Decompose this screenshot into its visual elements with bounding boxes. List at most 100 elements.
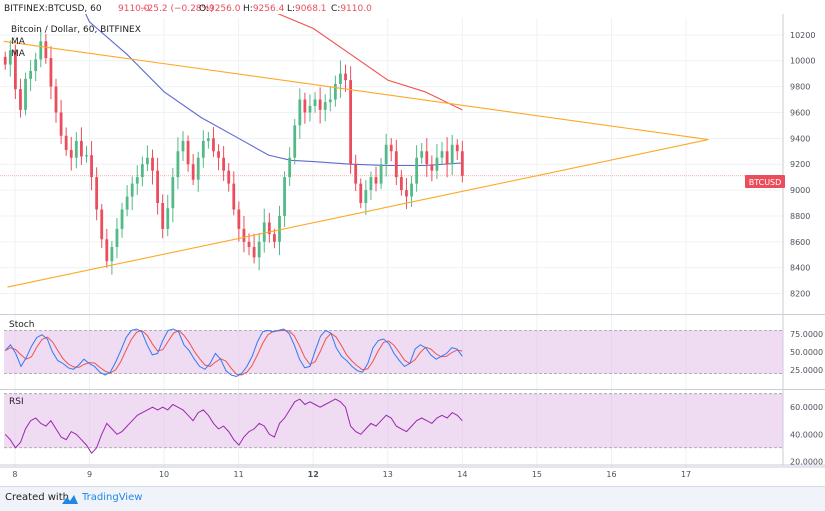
close-value: 9110.0	[340, 4, 372, 14]
candle-body	[191, 164, 195, 180]
ma-legend-2: MA	[11, 49, 26, 59]
x-tick-label: 17	[681, 470, 691, 479]
x-tick-label: 8	[12, 470, 17, 479]
candle-body	[445, 151, 449, 165]
candle-body	[135, 177, 139, 184]
candle-body	[293, 125, 297, 158]
change-value: −25.2 (−0.28%)	[140, 4, 214, 14]
candle-body	[435, 157, 439, 171]
chart-title: Bitcoin / Dollar, 60, BITFINEX	[11, 25, 141, 35]
candle-body	[120, 209, 124, 229]
svg-text:BITFINEX:BTCUSD, 60: BITFINEX:BTCUSD, 60	[4, 4, 102, 14]
candle-body	[415, 157, 419, 184]
candle-body	[186, 140, 190, 165]
candle-body	[196, 157, 200, 180]
candle-body	[3, 56, 7, 65]
candle-body	[399, 177, 403, 191]
y-tick-label: 8200	[790, 290, 810, 299]
candle-body	[125, 196, 129, 210]
candle-body	[364, 190, 368, 204]
candle-body	[227, 170, 231, 184]
osc-tick-label: 75.0000	[790, 330, 823, 339]
axes: 8 9 10 11 12 13 14 15 16 17 8200 8400 8600 8800 9000 92…	[12, 31, 823, 479]
candle-body	[288, 157, 292, 178]
high-value: 9256.4	[253, 4, 285, 14]
candle-body	[54, 86, 58, 113]
candle-body	[13, 50, 17, 90]
svg-text:MA: MA	[11, 37, 26, 47]
candle-body	[29, 71, 33, 79]
candle-body	[24, 78, 27, 110]
osc-tick-label: 60.0000	[790, 403, 823, 412]
chart-canvas[interactable]: 8 9 10 11 12 13 14 15 16 17 8200 8400 8600 8800 9000 92…	[0, 0, 825, 486]
candle-body	[379, 164, 383, 184]
svg-text:MA: MA	[11, 49, 26, 59]
grid-layer	[0, 14, 825, 468]
tradingview-logo-icon	[62, 495, 78, 504]
price-tag-label: BTCUSD	[749, 178, 782, 187]
candle-body	[206, 138, 210, 141]
osc-tick-label: 25.0000	[790, 366, 823, 375]
candle-body	[74, 140, 78, 158]
upper-trendline	[3, 40, 709, 141]
candle-body	[19, 89, 22, 110]
candle-body	[450, 144, 454, 165]
x-tick-label: 10	[159, 470, 169, 479]
candle-body	[232, 183, 236, 210]
candle-body	[328, 99, 332, 103]
candle-body	[252, 247, 256, 258]
candle-body	[69, 149, 73, 158]
svg-text:O:9256.0: O:9256.0	[199, 4, 241, 14]
ma-slow-line	[277, 14, 463, 111]
y-tick-label: 9400	[790, 134, 810, 143]
candle-body	[440, 151, 444, 158]
y-tick-label: 9000	[790, 186, 810, 195]
candle-body	[369, 177, 373, 191]
triangle-trendlines	[3, 40, 709, 288]
osc-tick-label: 40.0000	[790, 430, 823, 439]
candle-body	[59, 112, 63, 136]
footer-bar: Created with TradingView	[0, 486, 825, 511]
candle-body	[323, 102, 327, 110]
candle-body	[262, 222, 266, 242]
candle-body	[303, 99, 307, 113]
candle-body	[318, 99, 322, 110]
candle-body	[176, 151, 180, 178]
y-tick-label: 9800	[790, 83, 810, 92]
candle-body	[359, 183, 363, 204]
candle-body	[339, 73, 342, 84]
open-value: 9256.0	[209, 4, 241, 14]
candle-body	[237, 209, 241, 229]
symbol-label: BITFINEX:BTCUSD, 60	[4, 4, 102, 14]
svg-text:9110.0: 9110.0	[118, 4, 150, 14]
candle-body	[308, 105, 312, 113]
candle-body	[389, 144, 393, 152]
y-tick-label: 8400	[790, 264, 810, 273]
created-with-text: Created with	[5, 492, 69, 503]
rsi-line	[4, 398, 463, 455]
candle-body	[455, 144, 459, 152]
candle-body	[222, 157, 226, 171]
candle-body	[95, 177, 99, 210]
x-tick-label: 15	[532, 470, 542, 479]
candle-body	[420, 151, 424, 158]
candle-body	[110, 247, 114, 262]
candle-body	[140, 164, 144, 178]
candle-body	[333, 83, 337, 100]
last-price-value: 9110.0	[118, 4, 150, 14]
candle-body	[80, 140, 83, 157]
candle-body	[313, 99, 317, 106]
svg-text:−25.2 (−0.28%): −25.2 (−0.28%)	[140, 4, 214, 14]
candle-body	[247, 241, 251, 248]
candle-body	[344, 73, 347, 81]
ma-legend-1: MA	[11, 37, 26, 47]
candle-body	[257, 241, 261, 258]
candle-body	[384, 144, 388, 165]
candle-body	[166, 208, 170, 229]
candle-body	[354, 164, 358, 184]
candle-body	[44, 41, 48, 59]
x-tick-label: 13	[383, 470, 393, 479]
y-tick-label: 8600	[790, 238, 810, 247]
oscillator-lines	[4, 328, 463, 455]
tradingview-brand-link[interactable]: TradingView	[82, 492, 143, 503]
